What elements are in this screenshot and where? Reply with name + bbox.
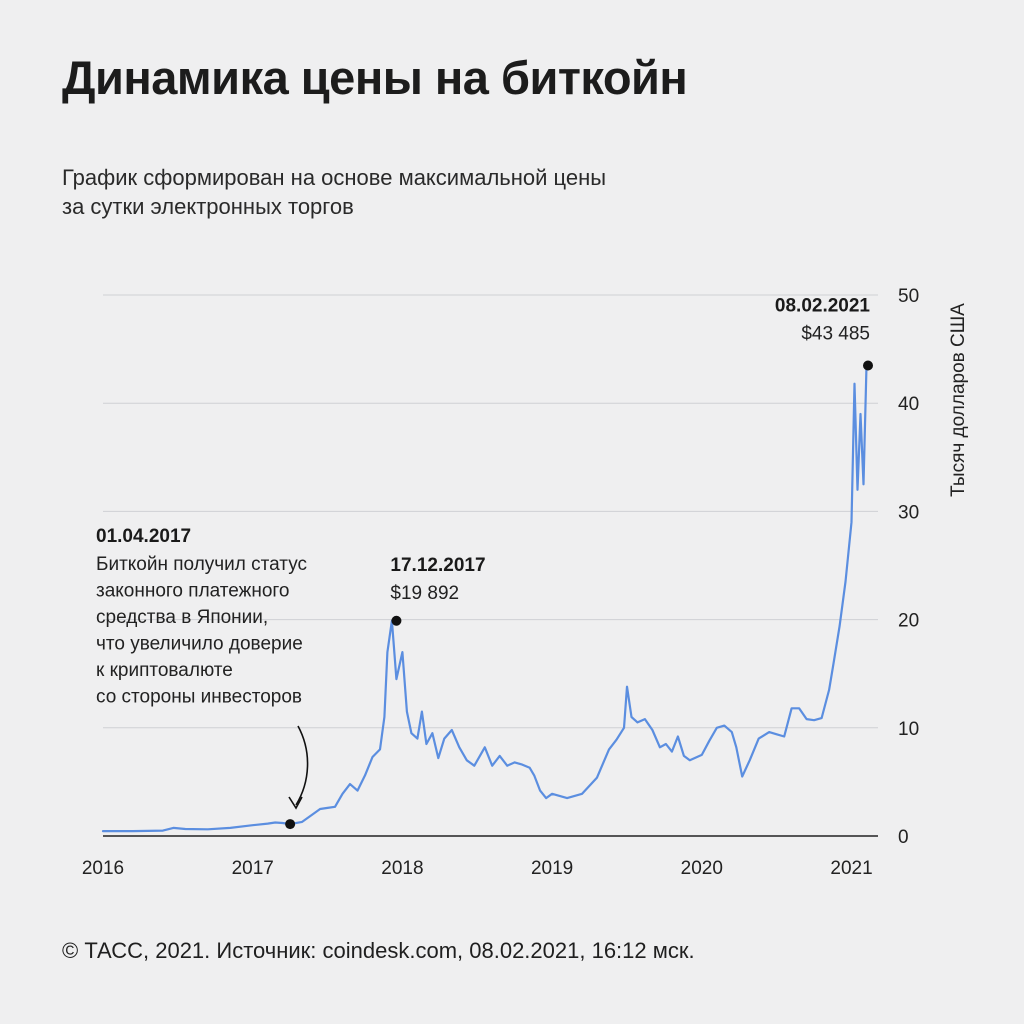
series-line	[101, 364, 868, 833]
annotation-marker	[863, 360, 873, 371]
subtitle-line-2: за сутки электронных торгов	[62, 194, 354, 219]
y-tick-label: 40	[898, 394, 919, 415]
annotation-value: $19 892	[390, 583, 459, 604]
grid-lines	[103, 294, 878, 837]
source-note: © ТАСС, 2021. Источник: coindesk.com, 08…	[62, 938, 695, 963]
annotation-date: 08.02.2021	[775, 295, 871, 316]
annotation-text-line: Биткойн получил статус	[96, 554, 307, 575]
chart-title: Динамика цены на биткойн	[62, 51, 688, 104]
x-tick-label: 2017	[232, 858, 274, 879]
annotation-text-line: средства в Японии,	[96, 607, 268, 628]
annotation-date: 17.12.2017	[390, 555, 485, 576]
y-tick-label: 20	[898, 611, 919, 632]
y-tick-label: 30	[898, 502, 919, 523]
annotation-value: $43 485	[801, 323, 870, 344]
y-axis-label: Тысяч долларов США	[948, 303, 969, 497]
arrow-head-icon	[288, 796, 303, 810]
subtitle-line-1: График сформирован на основе максимально…	[62, 165, 607, 190]
annotations: 01.04.2017 Биткойн получил статус законног…	[96, 295, 873, 830]
annotation-date: 01.04.2017	[96, 526, 191, 547]
annotation-text-line: со стороны инвесторов	[96, 687, 302, 708]
x-tick-label: 2016	[82, 858, 124, 879]
x-tick-label: 2021	[830, 858, 872, 879]
y-tick-label: 50	[898, 286, 919, 307]
y-tick-label: 0	[898, 827, 909, 848]
annotation-text-line: что увеличило доверие	[96, 634, 303, 655]
y-tick-label: 10	[898, 719, 919, 740]
annotation-marker	[285, 819, 296, 830]
chart-subtitle: График сформирован на основе максимально…	[62, 163, 782, 221]
series-layer	[101, 364, 868, 833]
annotation-marker	[391, 615, 402, 626]
axis-labels: 0 10 20 30 40 50 2016 2017 2018 2019 2020 2021	[82, 286, 919, 879]
x-tick-label: 2019	[531, 858, 573, 879]
annotation-text-line: законного платежного	[96, 581, 290, 602]
annotation-text-line: к криптовалюте	[96, 660, 233, 681]
x-tick-label: 2018	[381, 858, 423, 879]
x-tick-label: 2020	[681, 858, 723, 879]
annotation-arrow	[295, 725, 309, 806]
